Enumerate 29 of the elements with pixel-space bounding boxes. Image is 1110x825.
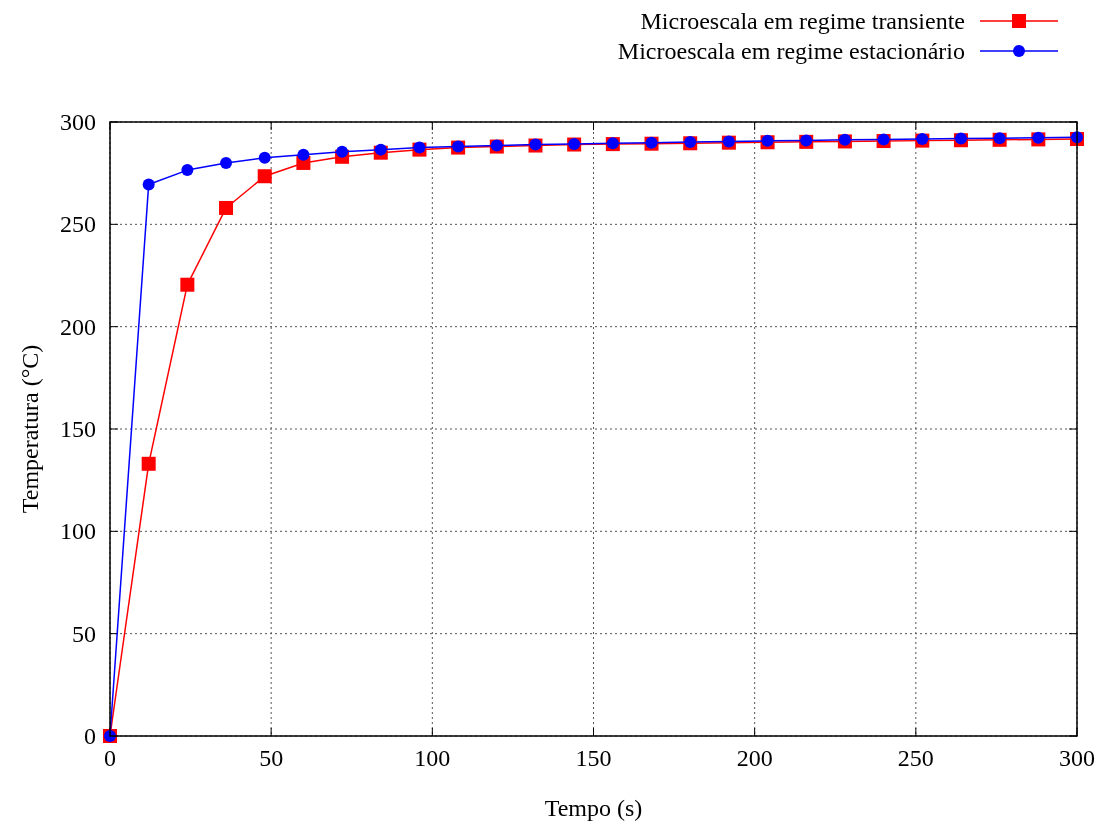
point xyxy=(257,169,272,184)
y-tick-label: 150 xyxy=(60,416,96,442)
y-tick-label: 0 xyxy=(84,723,96,749)
legend-label: Microescala em regime estacionário xyxy=(617,38,965,64)
x-tick-label: 150 xyxy=(575,745,612,771)
y-tick-label: 250 xyxy=(60,211,96,238)
y-tick-label: 300 xyxy=(60,109,96,135)
x-tick-label: 100 xyxy=(414,745,451,771)
point xyxy=(297,148,310,161)
y-tick-label: 50 xyxy=(72,620,96,647)
x-tick-label: 50 xyxy=(259,745,284,771)
point xyxy=(374,143,387,156)
x-tick-label: 300 xyxy=(1059,745,1095,771)
x-tick-label: 0 xyxy=(104,745,116,771)
point xyxy=(336,145,349,158)
point xyxy=(258,151,271,164)
point xyxy=(181,164,194,177)
point xyxy=(180,277,195,292)
x-tick-label: 250 xyxy=(897,745,934,771)
y-tick-label: 200 xyxy=(60,313,96,340)
legend-label: Microescala em regime transiente xyxy=(640,8,965,34)
x-tick-label: 200 xyxy=(736,745,773,771)
y-axis-title: Temperatura (°C) xyxy=(17,344,43,514)
point xyxy=(142,178,155,191)
point xyxy=(220,156,233,169)
point xyxy=(219,200,234,215)
y-tick-label: 100 xyxy=(60,518,96,545)
x-axis-title: Tempo (s) xyxy=(544,795,643,821)
point xyxy=(141,456,156,471)
